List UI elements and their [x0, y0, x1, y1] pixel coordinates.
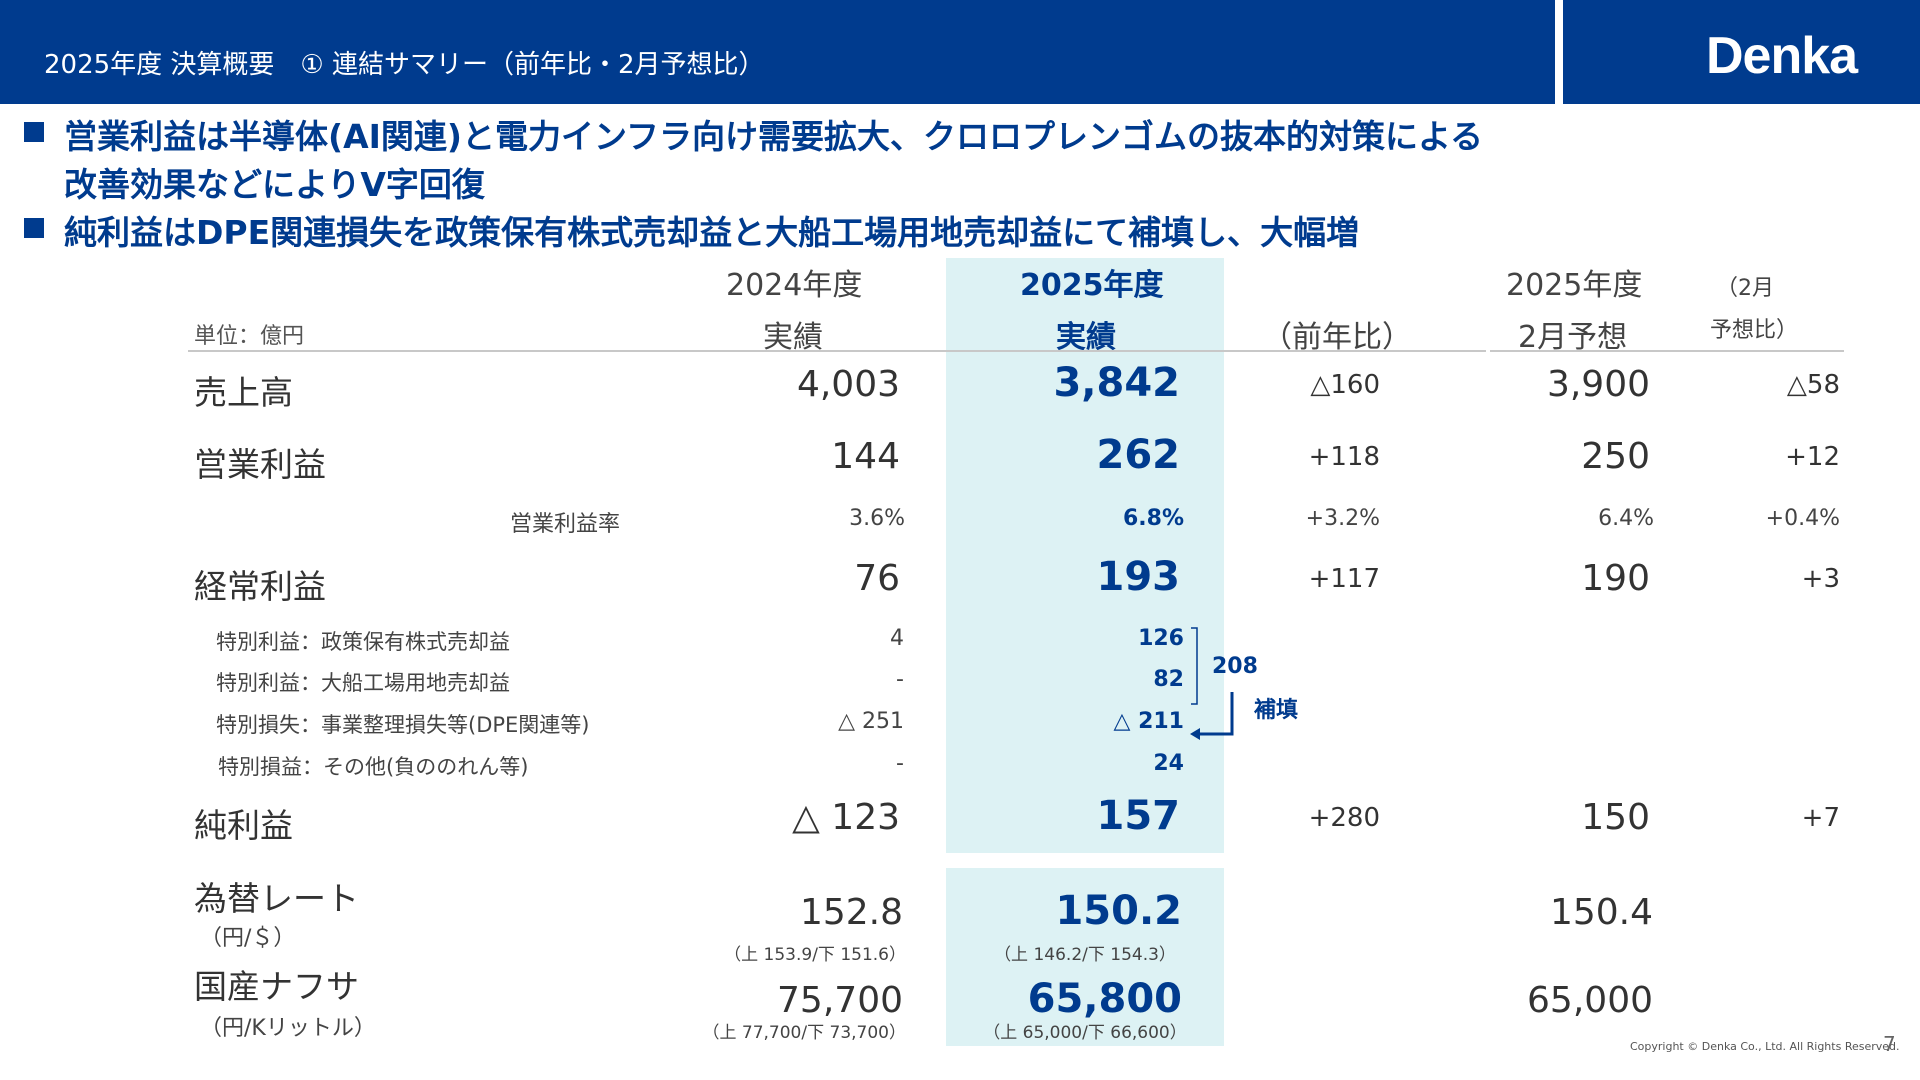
header-bar: [0, 0, 1555, 104]
bracket-sum: 208: [1212, 654, 1258, 679]
sales-yoy: △160: [1310, 370, 1380, 400]
sales-forecast: 3,900: [1546, 364, 1650, 405]
bullet-square-icon: [24, 122, 44, 142]
denka-logo: Denka: [1706, 27, 1858, 85]
sales-fy2024: 4,003: [796, 364, 900, 405]
ordinary-forecast: 190: [1581, 558, 1650, 599]
logo-panel: [1563, 0, 1920, 104]
ordinary-yoy: +117: [1308, 564, 1380, 594]
col-yoy: （前年比）: [1262, 320, 1412, 355]
col-vs-forecast-line1: （2月: [1716, 276, 1774, 301]
bullet-square-icon: [24, 218, 44, 238]
unit-label: 単位：億円: [194, 324, 305, 349]
naphtha-fy2024-range: （上 77,700/下 73,700）: [702, 1023, 906, 1043]
op-forecast: 250: [1581, 436, 1650, 477]
op-yoy: +118: [1308, 442, 1380, 472]
extra-item-fy2025: 24: [1153, 751, 1184, 776]
offset-bracket-arrow-icon: [1190, 627, 1234, 740]
fy2025-highlight-rates: [946, 868, 1224, 1046]
extra-item-label: 特別損失：事業整理損失等(DPE関連等): [216, 713, 590, 737]
ordinary-fy2025: 193: [1096, 554, 1181, 600]
col-fy2024-actual: 実績: [763, 320, 823, 355]
sales-fy2025: 3,842: [1053, 360, 1180, 406]
naphtha-fy2024: 75,700: [777, 980, 903, 1021]
net-fy2024: △ 123: [792, 797, 900, 838]
header-rule-right: [1490, 350, 1844, 352]
naphtha-unit: （円/Kリットル）: [200, 1016, 376, 1041]
op-margin-forecast: 6.4%: [1598, 506, 1654, 531]
col-forecast-feb: 2月予想: [1518, 320, 1628, 355]
row-label-operating-profit: 営業利益: [194, 445, 326, 484]
op-margin-vs-forecast: +0.4%: [1765, 506, 1840, 531]
sales-vs-forecast: △58: [1786, 370, 1840, 400]
op-vs-forecast: +12: [1785, 442, 1840, 472]
extra-item-fy2025: △ 211: [1113, 709, 1184, 734]
op-margin-fy2024: 3.6%: [849, 506, 905, 531]
col-fy2025-actual: 実績: [1056, 320, 1116, 355]
page-number: 7: [1883, 1032, 1896, 1056]
bullet-1-line-1: 営業利益は半導体(AI関連)と電力インフラ向け需要拡大、クロロプレンゴムの抜本的…: [64, 117, 1484, 156]
fy2025-highlight-main: [946, 258, 1224, 853]
op-fy2024: 144: [831, 436, 900, 477]
net-forecast: 150: [1581, 797, 1650, 838]
extra-item-fy2025: 126: [1138, 626, 1184, 651]
header-rule-left: [188, 350, 1486, 352]
col-vs-forecast-line2: 予想比）: [1710, 318, 1799, 343]
net-vs-forecast: +7: [1801, 803, 1840, 833]
extra-item-fy2024: △ 251: [838, 709, 904, 734]
col-fy2024-year: 2024年度: [726, 268, 863, 303]
fx-fy2024: 152.8: [799, 892, 903, 933]
extra-item-label: 特別利益：政策保有株式売却益: [216, 630, 510, 654]
extra-item-fy2024: -: [896, 751, 904, 776]
row-label-naphtha: 国産ナフサ: [194, 967, 359, 1006]
bullet-2-line-1: 純利益はDPE関連損失を政策保有株式売却益と大船工場用地売却益にて補填し、大幅増: [64, 213, 1360, 252]
ordinary-fy2024: 76: [854, 558, 900, 599]
naphtha-forecast: 65,000: [1527, 980, 1653, 1021]
row-label-op-margin: 営業利益率: [510, 512, 621, 537]
extra-item-label: 特別損益：その他(負ののれん等): [218, 755, 529, 779]
col-fy2025-year: 2025年度: [1020, 268, 1164, 303]
row-label-sales: 売上高: [194, 373, 293, 412]
extra-item-label: 特別利益：大船工場用地売却益: [216, 671, 510, 695]
naphtha-fy2025: 65,800: [1027, 976, 1182, 1022]
op-fy2025: 262: [1096, 432, 1181, 478]
bullet-1-line-2: 改善効果などによりV字回復: [64, 165, 485, 204]
page-title: 2025年度 決算概要 ① 連結サマリー（前年比・2月予想比）: [44, 50, 765, 80]
fx-forecast: 150.4: [1549, 892, 1653, 933]
fx-fy2025: 150.2: [1055, 888, 1182, 934]
op-margin-yoy: +3.2%: [1305, 506, 1380, 531]
row-label-ordinary-profit: 経常利益: [194, 567, 326, 606]
bracket-note: 補填: [1254, 698, 1299, 723]
op-margin-fy2025: 6.8%: [1122, 506, 1184, 531]
row-label-fx-rate: 為替レート: [194, 879, 359, 918]
copyright: Copyright © Denka Co., Ltd. All Rights R…: [1630, 1040, 1900, 1053]
col-forecast-year: 2025年度: [1506, 268, 1643, 303]
naphtha-fy2025-range: （上 65,000/下 66,600）: [983, 1023, 1187, 1043]
extra-item-fy2024: 4: [890, 626, 904, 651]
extra-item-fy2025: 82: [1153, 667, 1184, 692]
header-divider: [1555, 0, 1563, 104]
net-fy2025: 157: [1096, 793, 1181, 839]
fx-fy2025-range: （上 146.2/下 154.3）: [994, 945, 1176, 965]
net-yoy: +280: [1308, 803, 1380, 833]
fx-unit: （円/＄）: [200, 926, 296, 951]
extra-item-fy2024: -: [896, 667, 904, 692]
ordinary-vs-forecast: +3: [1801, 564, 1840, 594]
row-label-net-profit: 純利益: [194, 806, 293, 845]
fx-fy2024-range: （上 153.9/下 151.6）: [724, 945, 906, 965]
